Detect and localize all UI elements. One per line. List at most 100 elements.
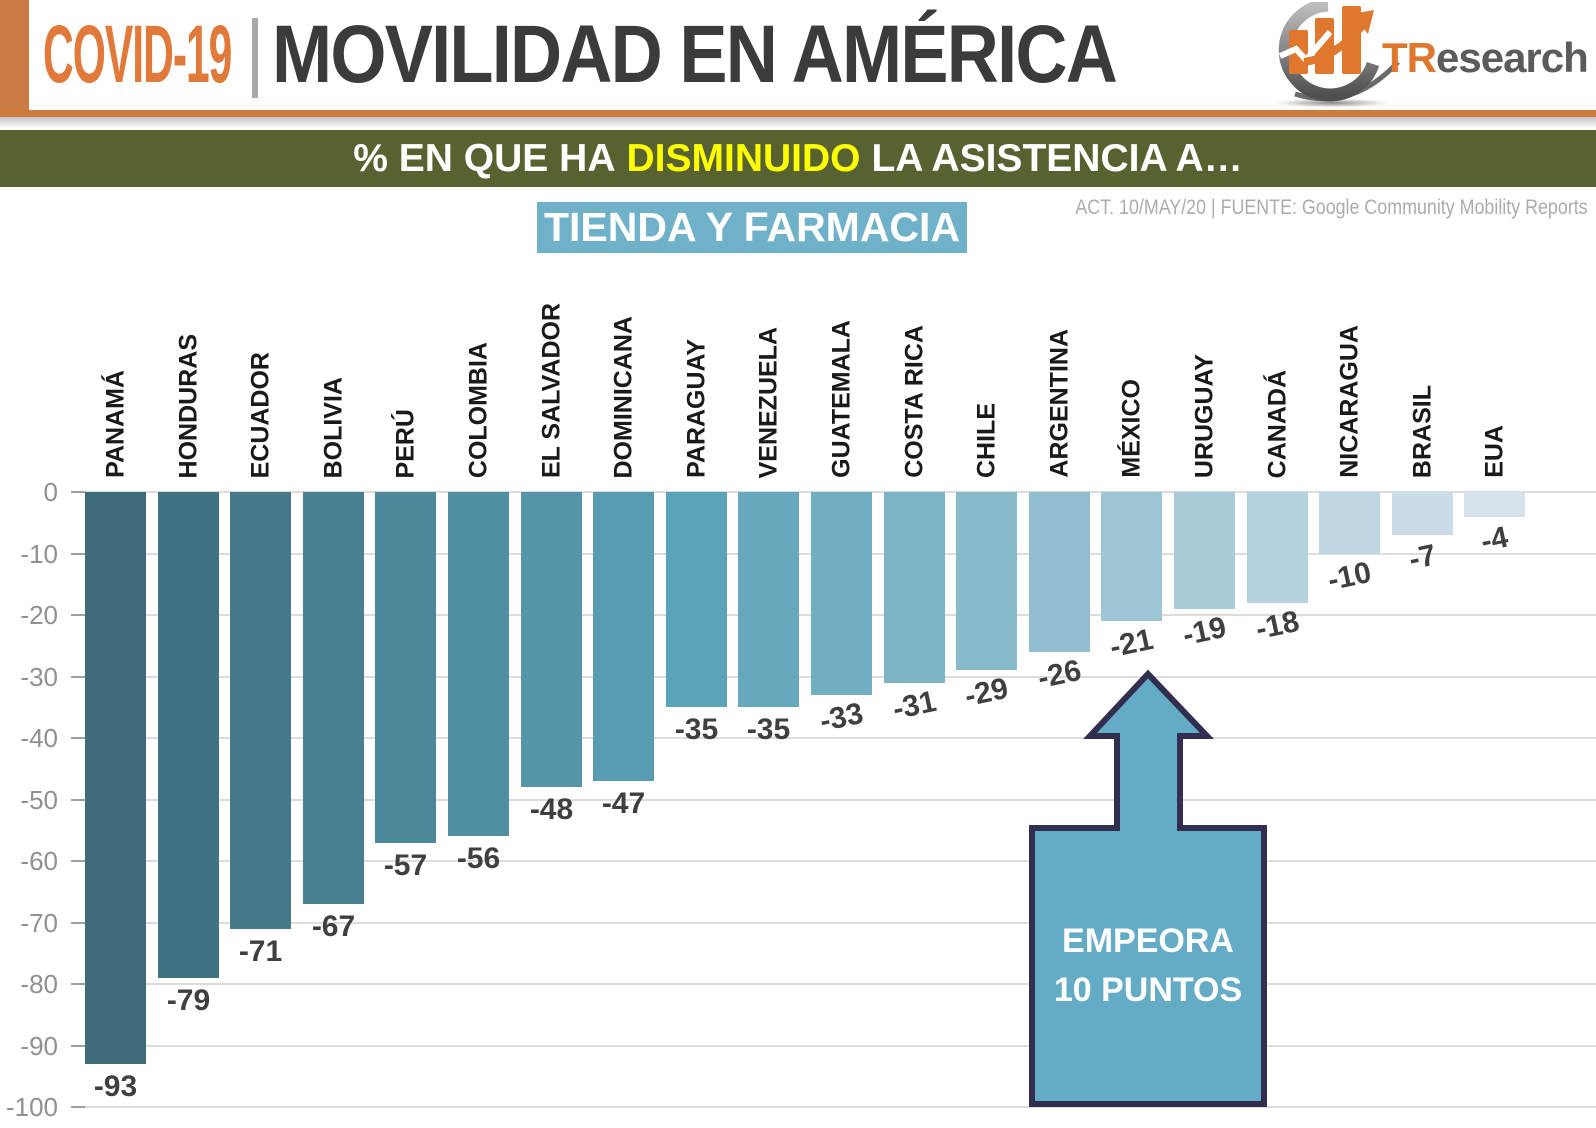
y-axis-tick [71,553,85,555]
country-label: PARAGUAY [682,339,710,478]
banner-suffix: LA ASISTENCIA A… [871,136,1243,180]
y-axis-tick [71,983,85,985]
y-axis-label: -30 [20,662,58,692]
country-label: COLOMBIA [464,341,492,478]
y-axis-tick [71,737,85,739]
gridline [71,983,1596,985]
value-label: -48 [529,793,574,826]
bar [1174,492,1235,609]
callout-line1: EMPEORA [1062,921,1234,960]
value-label: -47 [601,787,646,820]
value-label: -93 [93,1070,138,1103]
gridline [71,922,1596,924]
y-axis-label: -100 [5,1092,58,1122]
country-label: MÉXICO [1117,379,1145,478]
country-label: COSTA RICA [900,325,928,478]
logo-trend-arrowhead [1352,10,1374,34]
bar [158,492,219,978]
brand-title-text: COVID-19 [43,9,232,100]
bar [1392,492,1453,535]
bar [1464,492,1525,517]
logo-crescent [1278,2,1380,102]
bar [85,492,146,1064]
banner-prefix: % EN QUE HA [353,136,616,180]
y-axis-label: -10 [20,539,58,569]
bar [811,492,872,695]
country-label: CANADÁ [1263,369,1291,478]
gridline [71,799,1596,801]
bar [738,492,799,707]
tresearch-logo: TResearch [1274,2,1589,108]
banner-highlight: DISMINUIDO [626,136,861,180]
country-label: DOMINICANA [609,315,637,479]
bar [1101,492,1162,621]
value-label: -35 [746,713,791,746]
country-label: NICARAGUA [1335,325,1363,478]
country-label: BRASIL [1408,384,1436,478]
callout-line2: 10 PUNTOS [1053,971,1243,1009]
y-axis-tick [71,799,85,801]
country-label: VENEZUELA [754,326,782,478]
bar [593,492,654,781]
country-label: BOLIVIA [319,376,347,478]
bar [521,492,582,787]
page-title: MOVILIDAD EN AMÉRICA [272,0,1231,110]
callout-label: EMPEORA 10 PUNTOS [1032,828,1264,1104]
chart-title-badge: TIENDA Y FARMACIA [537,202,967,253]
logo-pulse-line [1278,30,1333,65]
y-axis-label: -90 [20,1031,58,1061]
bar [303,492,364,904]
page-title-text: MOVILIDAD EN AMÉRICA [272,9,1118,100]
logo-shadow [1274,98,1390,108]
value-label: -71 [238,935,283,968]
bar [230,492,291,929]
value-label: -4 [1478,520,1511,559]
country-label: GUATEMALA [827,320,855,478]
y-axis-label: 0 [43,477,58,507]
bar [375,492,436,843]
country-label: CHILE [972,403,1000,478]
country-label: PANAMÁ [101,370,129,478]
country-label: ARGENTINA [1045,329,1073,478]
value-label: -35 [674,713,719,746]
y-axis-label: -40 [20,723,58,753]
y-axis-label: -50 [20,785,58,815]
orange-rule [0,110,1596,117]
country-label: EUA [1480,425,1508,478]
value-label: -79 [166,984,211,1017]
country-label: URUGUAY [1190,353,1218,478]
y-axis-tick [71,1106,85,1108]
gridline [71,1106,1596,1108]
y-axis-label: -60 [20,846,58,876]
logo-wordmark-tr: TR [1382,34,1437,81]
gridline [71,1045,1596,1047]
y-axis-label: -20 [20,600,58,630]
y-axis-tick [71,491,85,493]
brand-title: COVID-19 [43,0,405,110]
country-label: ECUADOR [246,351,274,478]
gridline [71,860,1596,862]
gridline [71,737,1596,739]
y-axis-label: -80 [20,969,58,999]
bar [1247,492,1308,603]
header-shadow [0,117,1596,128]
country-label: HONDURAS [174,333,202,478]
country-label: PERÚ [391,408,419,478]
value-label: -67 [311,910,356,943]
bar [1319,492,1380,554]
title-divider [252,18,258,98]
logo-trend-arrow [1303,23,1366,66]
value-label: -57 [383,849,428,882]
bar [1029,492,1090,652]
bar [884,492,945,683]
bar [956,492,1017,670]
value-label: -56 [456,842,501,875]
chart-title-text: TIENDA Y FARMACIA [543,204,961,250]
y-axis-tick [71,614,85,616]
y-axis-tick [71,860,85,862]
y-axis-tick [71,1045,85,1047]
bar [448,492,509,836]
logo-wordmark: TResearch [1382,34,1588,81]
y-axis-tick [71,922,85,924]
